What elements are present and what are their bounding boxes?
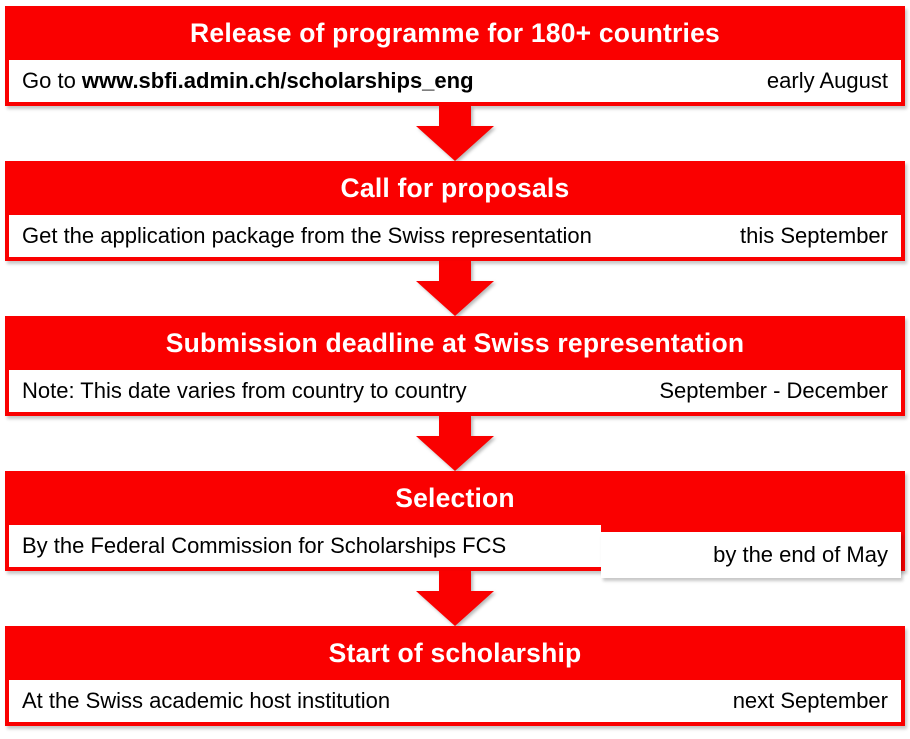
- down-arrow-icon: [416, 571, 494, 626]
- step-title: Release of programme for 180+ countries: [190, 17, 720, 48]
- step-description: Get the application package from the Swi…: [22, 223, 592, 248]
- step-title: Selection: [395, 482, 515, 513]
- flow-connector: [5, 261, 905, 316]
- flow-connector: [5, 416, 905, 471]
- description-prefix: Go to: [22, 68, 82, 93]
- step-title-bar: Call for proposals: [9, 161, 901, 215]
- step-title: Call for proposals: [340, 172, 570, 203]
- step-timing-panel: early August: [601, 60, 901, 102]
- step-timing-panel: September - December: [601, 370, 901, 412]
- step-title-bar: Release of programme for 180+ countries: [9, 6, 901, 60]
- step-title-bar: Start of scholarship: [9, 626, 901, 680]
- step-title-bar: Submission deadline at Swiss representat…: [9, 316, 901, 370]
- step-timing-panel: by the end of May: [601, 532, 901, 578]
- step-description-panel: Go to www.sbfi.admin.ch/scholarships_eng: [9, 60, 601, 102]
- step-description-panel: At the Swiss academic host institution: [9, 680, 601, 722]
- step-call-for-proposals: Call for proposals Get the application p…: [5, 161, 905, 261]
- step-body-row: At the Swiss academic host institution n…: [9, 680, 901, 722]
- step-timing-panel: this September: [601, 215, 901, 257]
- step-description: At the Swiss academic host institution: [22, 688, 391, 713]
- flow-connector: [5, 571, 905, 626]
- step-body-row: Get the application package from the Swi…: [9, 215, 901, 257]
- step-title: Start of scholarship: [328, 637, 582, 668]
- step-release-of-programme: Release of programme for 180+ countries …: [5, 6, 905, 106]
- step-selection: Selection By the Federal Commission for …: [5, 471, 905, 578]
- step-timing: early August: [766, 68, 888, 93]
- down-arrow-icon: [416, 261, 494, 316]
- step-timing: next September: [732, 688, 888, 713]
- step-description-panel: Get the application package from the Swi…: [9, 215, 601, 257]
- step-description-panel: Note: This date varies from country to c…: [9, 370, 601, 412]
- step-description: Note: This date varies from country to c…: [22, 378, 467, 403]
- step-submission-deadline: Submission deadline at Swiss representat…: [5, 316, 905, 416]
- step-body-row: Go to www.sbfi.admin.ch/scholarships_eng…: [9, 60, 901, 102]
- down-arrow-icon: [416, 106, 494, 161]
- step-description-panel: By the Federal Commission for Scholarshi…: [9, 525, 601, 567]
- step-description: Go to www.sbfi.admin.ch/scholarships_eng: [22, 68, 474, 94]
- step-title: Submission deadline at Swiss representat…: [165, 327, 745, 358]
- step-timing-panel: next September: [601, 680, 901, 722]
- step-timing: this September: [740, 223, 888, 248]
- step-timing: September - December: [659, 378, 888, 403]
- scholarship-url: www.sbfi.admin.ch/scholarships_eng: [81, 68, 474, 93]
- step-body-row: Note: This date varies from country to c…: [9, 370, 901, 412]
- step-start-of-scholarship: Start of scholarship At the Swiss academ…: [5, 626, 905, 726]
- down-arrow-icon: [416, 416, 494, 471]
- step-timing: by the end of May: [713, 542, 888, 567]
- step-description: By the Federal Commission for Scholarshi…: [22, 533, 507, 558]
- step-title-bar: Selection: [9, 471, 901, 525]
- flow-connector: [5, 106, 905, 161]
- step-body-row: By the Federal Commission for Scholarshi…: [9, 525, 901, 578]
